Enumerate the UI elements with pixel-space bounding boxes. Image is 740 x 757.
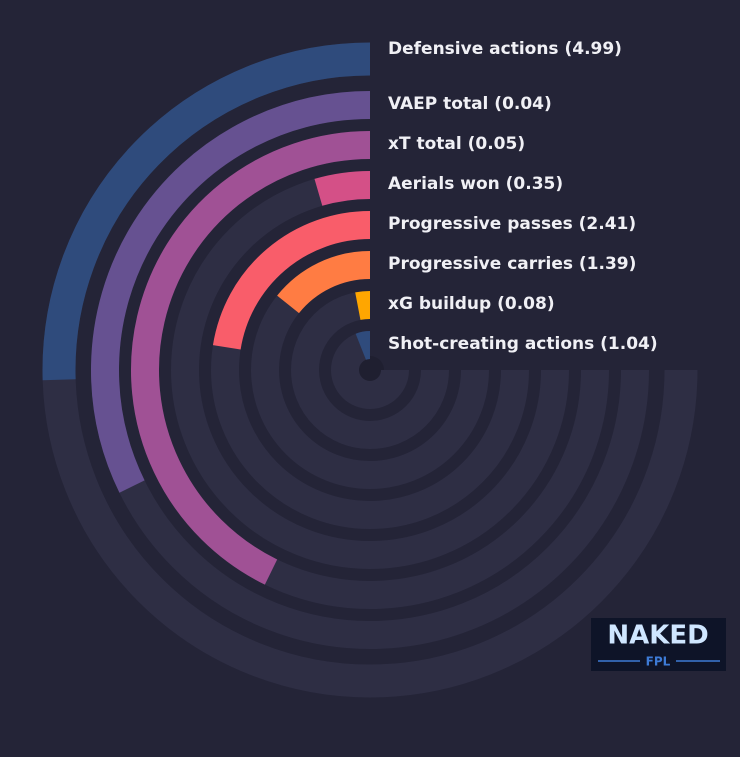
logo: NAKED FPL <box>591 618 726 671</box>
logo-box <box>591 618 726 671</box>
center-dot <box>356 356 384 384</box>
category-label: Progressive carries (1.39) <box>388 254 636 274</box>
bar <box>131 131 371 585</box>
logo-top: NAKED <box>607 621 708 651</box>
bar <box>91 91 371 493</box>
bar <box>277 251 371 314</box>
category-label: Progressive passes (2.41) <box>388 214 636 234</box>
bar <box>355 291 371 320</box>
category-label: VAEP total (0.04) <box>388 94 552 114</box>
category-label: xT total (0.05) <box>388 134 525 154</box>
bar <box>314 171 371 206</box>
bar <box>355 331 371 360</box>
category-label: xG buildup (0.08) <box>388 294 555 314</box>
category-label: Defensive actions (4.99) <box>388 39 622 59</box>
track <box>291 291 449 449</box>
logo-bottom: FPL <box>646 655 671 669</box>
track <box>331 331 409 409</box>
track <box>171 171 569 569</box>
category-label: Aerials won (0.35) <box>388 174 563 194</box>
bar <box>212 211 371 350</box>
bar <box>42 42 371 381</box>
category-label: Shot-creating actions (1.04) <box>388 334 658 354</box>
